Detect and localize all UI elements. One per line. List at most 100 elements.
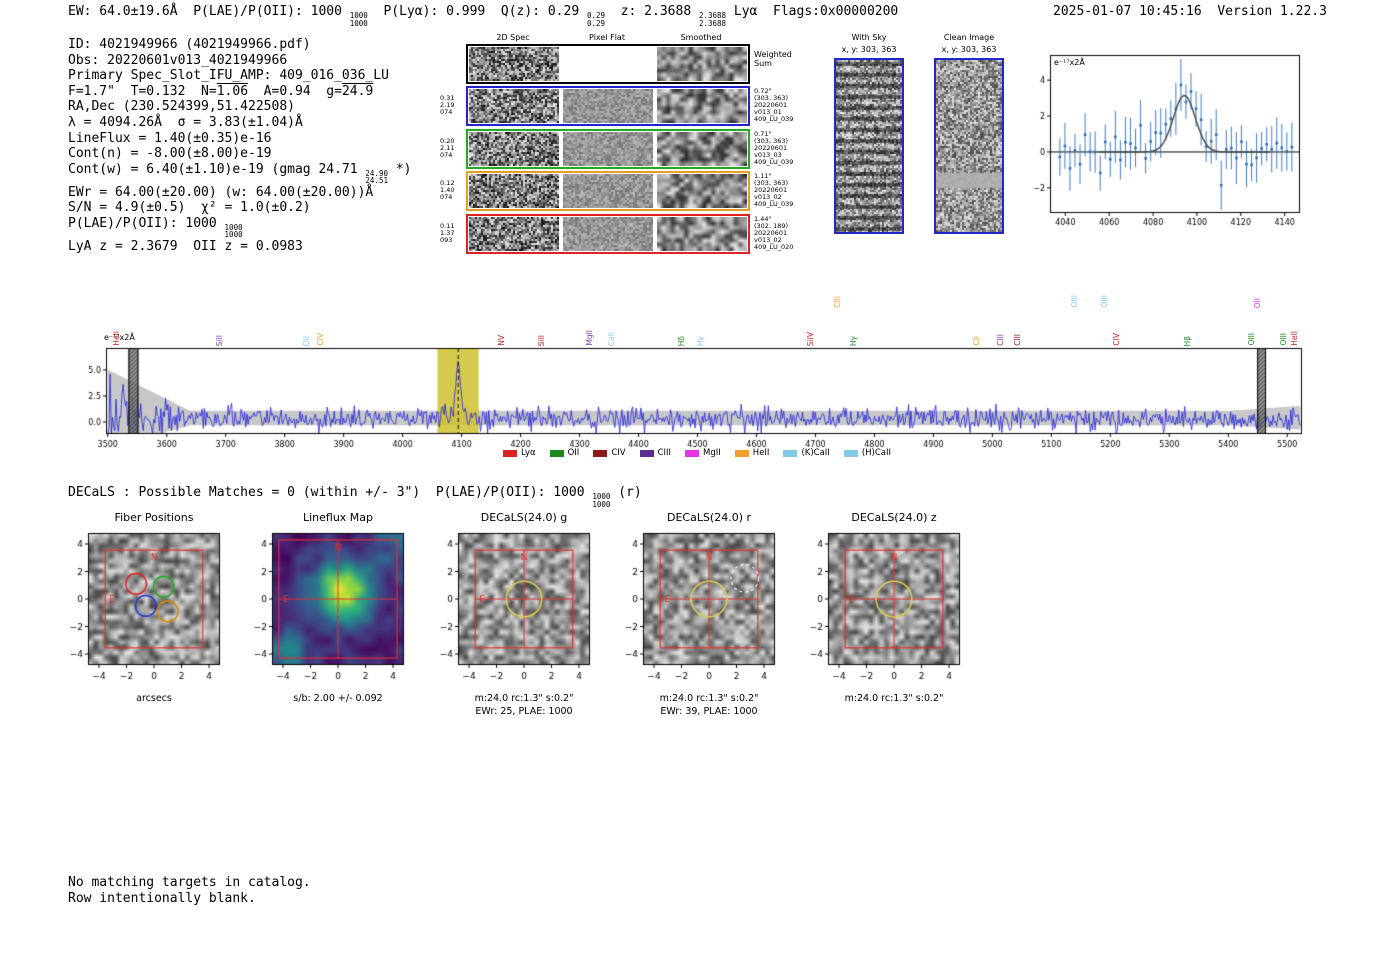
emission-line-label-OIII: OIII xyxy=(1070,295,1080,308)
cutout-title-4: DECaLS(24.0) r xyxy=(666,511,752,524)
legend-item: Lyα xyxy=(503,448,536,458)
spec2d-row xyxy=(466,86,750,127)
emission-line-label-OIII: OIII xyxy=(1279,333,1289,346)
text-part: Cont(n) = -8.00(±8.00)e-19 xyxy=(68,146,272,162)
emission-line-label-OII: OII xyxy=(302,335,312,346)
cutout-image-2 xyxy=(244,527,412,689)
stacked-fraction: 1000 1000 xyxy=(224,222,243,240)
info-line: P(LAE)/P(OII): 1000 1000 1000 xyxy=(68,216,411,239)
spec2d-row xyxy=(466,44,750,84)
zoom-plot-units-tag: e⁻¹⁷x2Å xyxy=(1054,58,1085,67)
cutout-image-4 xyxy=(615,527,783,689)
legend-swatch xyxy=(843,449,858,457)
cutout-image-1 xyxy=(60,527,228,689)
text-part: z: 2.3688 xyxy=(605,4,699,19)
text-part: Lyα Flags:0x00000200 xyxy=(726,4,899,19)
spec2d-right-label: 1.44" (302, 189) 20220601 v013_02 409_LU_020 xyxy=(754,214,794,251)
legend-swatch xyxy=(503,449,517,457)
spec2d-twod-image xyxy=(469,216,559,251)
spec2d-left-label: 0.31 2.19 074 xyxy=(440,94,455,117)
legend-item: (K)CaII xyxy=(783,448,830,458)
text-part: S/N = 4.9(±0.5) χ² = 1.0(±0.2) xyxy=(68,200,311,216)
info-line: Cont(w) = 6.40(±1.10)e-19 (gmag 24.71 24… xyxy=(68,162,411,185)
clean-title: Clean Image xyxy=(943,33,995,42)
line-fit-zoom-plot xyxy=(1020,47,1306,235)
emission-line-label-HeII: HeII xyxy=(111,331,121,346)
emission-line-label-SiIV: SiIV xyxy=(806,331,816,346)
header-summary-line: EW: 64.0±19.6Å P(LAE)/P(OII): 1000 1000 1… xyxy=(68,4,898,27)
cutout-caption: m:24.0 rc:1.3" s:0.2" xyxy=(474,693,574,704)
emission-line-label-HeII: HeII xyxy=(1290,331,1300,346)
spec2d-left-label: 0.11 1.37 093 xyxy=(440,221,455,244)
info-line: S/N = 4.9(±0.5) χ² = 1.0(±0.2) xyxy=(68,200,411,216)
text-part: F=1.7" T=0.132 N= xyxy=(68,83,217,99)
legend-label: HeII xyxy=(752,448,770,458)
spectrum-units-tag: e⁻¹⁷x2Å xyxy=(104,333,135,342)
text-part: EWr = 64.00(±20.00) (w: 64.00(±20.00))Å xyxy=(68,184,374,200)
legend-swatch xyxy=(783,449,798,457)
spec2d-twod-image xyxy=(469,89,559,124)
emission-line-label-Hδ: Hδ xyxy=(676,335,686,346)
footer-line: Row intentionally blank. xyxy=(68,890,256,906)
legend-swatch xyxy=(734,449,749,457)
spec2d-flat-image xyxy=(563,89,653,124)
text-part: A=0.94 g= xyxy=(248,83,342,99)
spec2d-twod-image xyxy=(469,47,559,81)
legend-label: Lyα xyxy=(521,448,536,458)
info-line: F=1.7" T=0.132 N=1.06 A=0.94 g=24.9 xyxy=(68,84,411,100)
spec2d-col-header-pixelflat: Pixel Flat xyxy=(589,33,625,42)
spec2d-col-header-2dspec: 2D Spec xyxy=(496,33,530,42)
stacked-fraction: 24.90 24.51 xyxy=(365,168,388,186)
spec2d-smooth-image xyxy=(657,89,747,124)
emission-line-label-CaII: CaII xyxy=(607,331,617,346)
cutout-title-3: DECaLS(24.0) g xyxy=(480,511,568,524)
emission-line-label-Hγ: Hγ xyxy=(695,335,705,346)
legend-swatch xyxy=(639,449,654,457)
text-part: P(LAE)/P(OII): 1000 xyxy=(68,215,225,231)
legend-swatch xyxy=(685,449,700,457)
legend-item: CIII xyxy=(639,448,671,458)
legend-item: OII xyxy=(549,448,580,458)
spec2d-row xyxy=(466,213,750,254)
legend-label: MgII xyxy=(703,448,721,458)
legend-label: CIV xyxy=(611,448,626,458)
emission-line-label-CIII: CIII xyxy=(1012,334,1022,346)
info-line: RA,Dec (230.524399,51.422508) xyxy=(68,99,411,115)
text-part: ID: 4021949966 (4021949966.pdf) xyxy=(68,37,311,52)
spec2d-col-header-smoothed: Smoothed xyxy=(680,33,722,42)
legend-label: (H)CaII xyxy=(861,448,891,458)
text-part: LineFlux = 1.40(±0.35)e-16 xyxy=(68,130,272,146)
emission-line-label-OIII: OIII xyxy=(1099,295,1109,308)
legend-item: HeII xyxy=(734,448,770,458)
emission-line-label-CIII: CIII xyxy=(996,334,1006,346)
spec2d-twod-image xyxy=(469,131,559,166)
emission-line-label-SiII: SiII xyxy=(214,334,224,346)
footer-line: No matching targets in catalog. xyxy=(68,875,311,890)
info-line: Cont(n) = -8.00(±8.00)e-19 xyxy=(68,146,411,162)
emission-line-label-OII: OII xyxy=(1253,297,1263,308)
info-line: LyA z = 2.3679 OII z = 0.0983 xyxy=(68,239,411,255)
text-part: λ = 4094.26Å σ = 3.83(±1.04)Å xyxy=(68,114,303,130)
cutout-title-1: Fiber Positions xyxy=(114,511,194,524)
text-part: 24.9 xyxy=(341,83,374,99)
legend-item: MgII xyxy=(685,448,721,458)
cutout-caption: m:24.0 rc:1.3" s:0.2" xyxy=(659,693,759,704)
text-part: RA,Dec (230.524399,51.422508) xyxy=(68,99,295,115)
spec2d-row xyxy=(466,128,750,169)
info-line: EWr = 64.00(±20.00) (w: 64.00(±20.00))Å xyxy=(68,185,411,201)
cutout-caption: EWr: 25, PLAE: 1000 xyxy=(475,706,573,717)
legend-label: OII xyxy=(567,448,580,458)
legend-item: (H)CaII xyxy=(843,448,891,458)
text-part: (r) xyxy=(610,485,642,500)
spec2d-smooth-image xyxy=(657,47,747,81)
legend-label: (K)CaII xyxy=(801,448,830,458)
emission-line-label-Hγ: Hγ xyxy=(848,335,858,346)
withsky-image xyxy=(834,58,904,234)
spec2d-smooth-image xyxy=(657,174,747,209)
cutout-image-3 xyxy=(430,527,598,689)
spec2d-row xyxy=(466,171,750,212)
clean-image xyxy=(934,58,1004,234)
text-part: Obs: 20220601v013_4021949966 xyxy=(68,52,288,68)
detection-info-block: ID: 4021949966 (4021949966.pdf) Obs: 2022… xyxy=(68,37,411,255)
emission-line-label-MgII: MgII xyxy=(585,330,595,346)
